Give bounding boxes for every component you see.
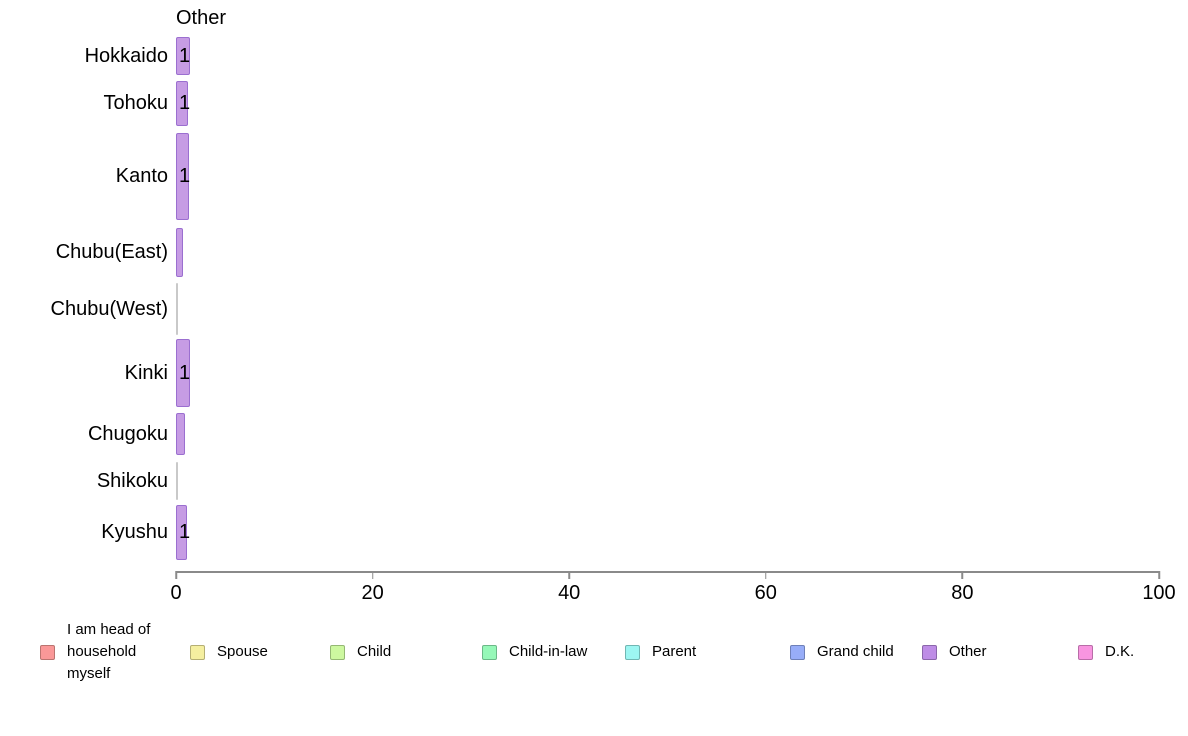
legend-label: Child bbox=[357, 643, 392, 660]
category-label-kyushu: Kyushu bbox=[101, 521, 168, 543]
bar-hokkaido bbox=[176, 37, 190, 75]
x-tick-label-80: 80 bbox=[951, 582, 974, 604]
zero-bar-chubu-west bbox=[176, 283, 178, 335]
legend-label: Other bbox=[949, 643, 987, 660]
legend-label: I am head of household myself bbox=[67, 621, 151, 682]
category-label-kanto: Kanto bbox=[115, 165, 168, 187]
legend-swatch-grand-child bbox=[790, 644, 805, 660]
x-tick-mark-80 bbox=[961, 571, 964, 579]
x-tick-label-0: 0 bbox=[170, 582, 182, 604]
legend-label: Spouse bbox=[217, 643, 268, 660]
legend-swatch-other bbox=[922, 644, 937, 660]
x-tick-mark-20 bbox=[371, 571, 374, 579]
bar-chugoku bbox=[176, 413, 185, 455]
bar-tohoku bbox=[176, 81, 188, 126]
legend-item-dk: D.K. bbox=[1078, 620, 1134, 684]
legend-item-head-of-household: I am head of household myself bbox=[40, 620, 169, 684]
x-tick-label-20: 20 bbox=[361, 582, 384, 604]
legend-swatch-child-in-law bbox=[482, 644, 497, 660]
legend-label: Grand child bbox=[817, 643, 894, 660]
bar-value-label-kanto: 1 bbox=[179, 165, 191, 187]
legend-swatch-head-of-household bbox=[40, 644, 55, 660]
x-tick-mark-100 bbox=[1158, 571, 1160, 579]
category-label-shikoku: Shikoku bbox=[96, 470, 168, 492]
legend-label: Parent bbox=[652, 643, 697, 660]
legend-item-grand-child: Grand child bbox=[790, 620, 894, 684]
legend-label: Child-in-law bbox=[509, 643, 588, 660]
legend-item-other: Other bbox=[922, 620, 987, 684]
bar-kanto bbox=[176, 133, 189, 220]
x-tick-label-100: 100 bbox=[1142, 582, 1176, 604]
category-label-chugoku: Chugoku bbox=[87, 423, 168, 445]
x-tick-mark-40 bbox=[568, 571, 570, 579]
legend-label: D.K. bbox=[1105, 643, 1135, 660]
bar-value-label-kyushu: 1 bbox=[179, 521, 191, 543]
x-tick-mark-0 bbox=[175, 571, 177, 579]
legend-item-parent: Parent bbox=[625, 620, 696, 684]
x-tick-mark-60 bbox=[765, 571, 767, 579]
legend-swatch-dk bbox=[1078, 644, 1093, 660]
legend-item-spouse: Spouse bbox=[190, 620, 268, 684]
x-axis-line bbox=[176, 571, 1159, 573]
legend-item-child-in-law: Child-in-law bbox=[482, 620, 587, 684]
legend-swatch-child bbox=[330, 644, 345, 660]
legend-item-child: Child bbox=[330, 620, 391, 684]
x-tick-label-40: 40 bbox=[558, 582, 581, 604]
category-label-kinki: Kinki bbox=[124, 362, 168, 384]
legend-swatch-spouse bbox=[190, 644, 205, 660]
category-label-chubu-west: Chubu(West) bbox=[50, 298, 168, 320]
bar-value-label-hokkaido: 1 bbox=[179, 45, 191, 67]
x-tick-label-60: 60 bbox=[754, 582, 777, 604]
category-label-hokkaido: Hokkaido bbox=[84, 45, 168, 67]
category-label-chubu-east: Chubu(East) bbox=[55, 241, 168, 263]
bar-kinki bbox=[176, 339, 190, 407]
zero-bar-shikoku bbox=[176, 462, 178, 500]
bar-value-label-tohoku: 1 bbox=[179, 92, 191, 114]
bar-value-label-kinki: 1 bbox=[179, 362, 191, 384]
bar-kyushu bbox=[176, 505, 187, 560]
legend-swatch-parent bbox=[625, 644, 640, 660]
chart-title: Other bbox=[176, 7, 227, 29]
category-label-tohoku: Tohoku bbox=[103, 92, 169, 114]
bar-chubu-east bbox=[176, 228, 183, 277]
